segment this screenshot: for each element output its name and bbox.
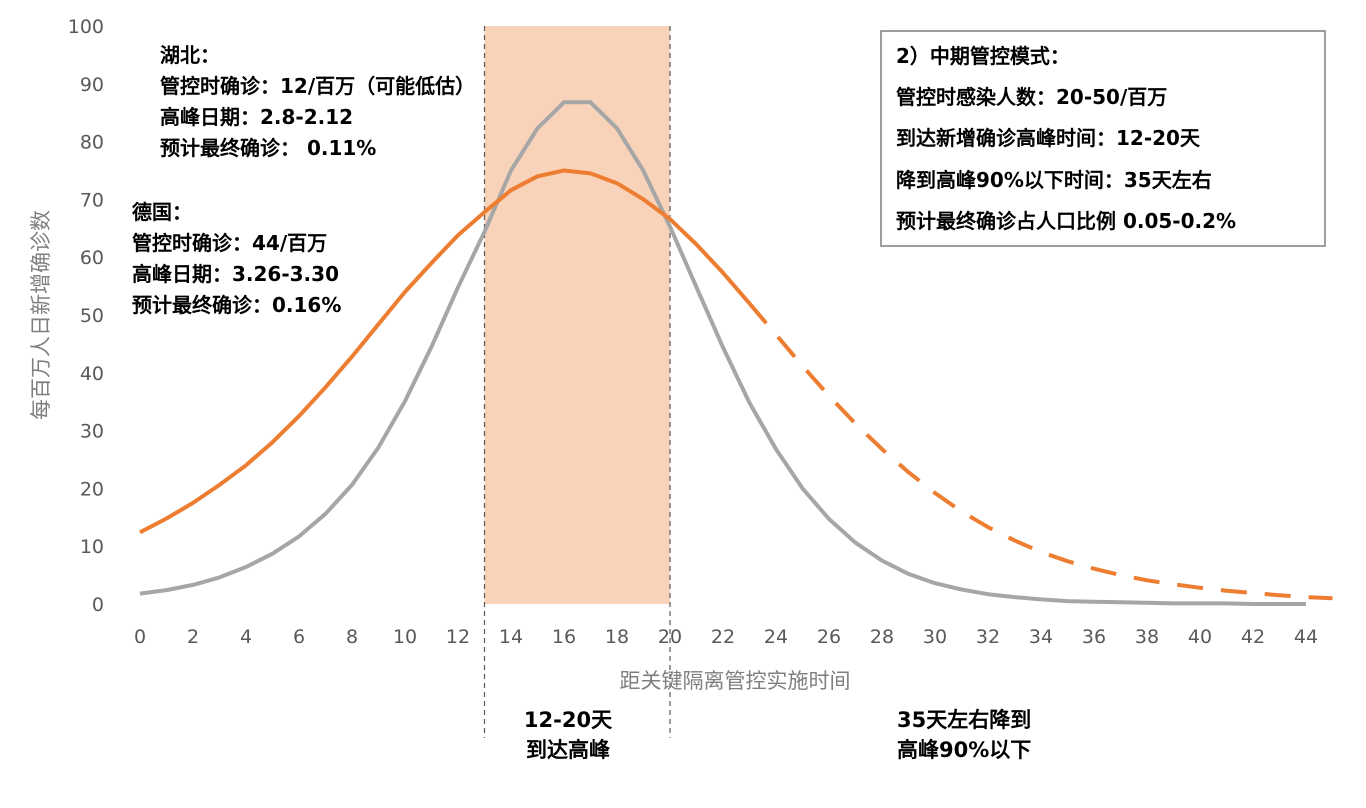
y-tick-label: 40	[80, 363, 104, 385]
x-tick-label: 2	[187, 626, 199, 648]
germany-peak-date: 高峰日期：3.26-3.30	[132, 262, 339, 286]
y-tick-label: 90	[80, 74, 104, 96]
band-note: 12-20天 到达高峰	[524, 708, 613, 762]
hubei-peak-date: 高峰日期：2.8-2.12	[160, 105, 353, 129]
germany-annotation: 德国： 管控时确诊：44/百万 高峰日期：3.26-3.30 预计最终确诊：0.…	[132, 200, 341, 317]
decline-note: 35天左右降到 高峰90%以下	[897, 708, 1031, 762]
x-tick-label: 14	[499, 626, 523, 648]
y-tick-label: 100	[68, 16, 104, 38]
x-tick-label: 32	[976, 626, 1000, 648]
band-note-days: 12-20天	[524, 708, 613, 732]
y-axis-ticks: 0 10 20 30 40 50 60 70 80 90 100	[68, 16, 104, 616]
series-line-1	[139, 168, 752, 535]
info-box-title: 2）中期管控模式：	[896, 44, 1070, 68]
x-tick-label: 20	[658, 626, 682, 648]
band-note-reach-peak: 到达高峰	[526, 738, 610, 762]
x-tick-label: 38	[1135, 626, 1159, 648]
y-tick-label: 10	[80, 536, 104, 558]
x-tick-label: 44	[1294, 626, 1318, 648]
x-tick-label: 6	[293, 626, 305, 648]
x-tick-label: 4	[240, 626, 252, 648]
germany-title: 德国：	[132, 200, 192, 224]
y-tick-label: 60	[80, 247, 104, 269]
x-tick-label: 36	[1082, 626, 1106, 648]
germany-confirmed-at-control: 管控时确诊：44/百万	[132, 231, 327, 255]
series-layer	[139, 100, 1333, 606]
x-tick-label: 30	[923, 626, 947, 648]
x-tick-label: 28	[870, 626, 894, 648]
x-tick-label: 26	[817, 626, 841, 648]
hubei-confirmed-at-control: 管控时确诊：12/百万（可能低估）	[160, 74, 475, 98]
y-tick-label: 20	[80, 478, 104, 500]
hubei-annotation: 湖北： 管控时确诊：12/百万（可能低估） 高峰日期：2.8-2.12 预计最终…	[160, 43, 475, 160]
hubei-final-estimate: 预计最终确诊： 0.11%	[160, 136, 376, 160]
series-line-2	[747, 302, 1333, 601]
decline-note-days: 35天左右降到	[897, 708, 1031, 732]
x-tick-label: 22	[711, 626, 735, 648]
x-tick-label: 34	[1029, 626, 1053, 648]
x-tick-label: 0	[134, 626, 146, 648]
info-box-frame	[880, 30, 1326, 247]
x-axis-ticks: 0 2 4 6 8 10 12 14 16 18 20 22 24 26 28 30 32 34 36 38 40 42 4…	[134, 626, 1318, 648]
peak-window-band	[484, 26, 670, 604]
info-box-time-below-90: 降到高峰90%以下时间：35天左右	[896, 168, 1212, 192]
decline-note-level: 高峰90%以下	[897, 738, 1031, 762]
hubei-title: 湖北：	[160, 43, 220, 67]
x-tick-label: 8	[346, 626, 358, 648]
y-tick-label: 30	[80, 421, 104, 443]
y-tick-label: 0	[92, 594, 104, 616]
y-axis-title: 每百万人日新增确诊数	[29, 210, 53, 420]
info-box-time-to-peak: 到达新增确诊高峰时间：12-20天	[896, 126, 1201, 150]
x-tick-label: 10	[393, 626, 417, 648]
control-mode-info-box: 2）中期管控模式： 管控时感染人数：20-50/百万 到达新增确诊高峰时间：12…	[880, 30, 1326, 247]
x-axis-title: 距关键隔离管控实施时间	[620, 669, 851, 693]
info-box-final-ratio: 预计最终确诊占人口比例 0.05-0.2%	[896, 209, 1236, 233]
y-tick-label: 50	[80, 305, 104, 327]
y-tick-label: 80	[80, 132, 104, 154]
x-tick-label: 40	[1188, 626, 1212, 648]
x-tick-label: 42	[1241, 626, 1265, 648]
peak-window-band-layer	[483, 26, 671, 738]
germany-final-estimate: 预计最终确诊：0.16%	[132, 293, 341, 317]
x-tick-label: 24	[764, 626, 788, 648]
x-tick-label: 18	[605, 626, 629, 648]
x-tick-label: 16	[552, 626, 576, 648]
series-line-0	[139, 100, 1306, 606]
x-tick-label: 12	[446, 626, 470, 648]
y-tick-label: 70	[80, 189, 104, 211]
info-box-infected-at-control: 管控时感染人数：20-50/百万	[896, 85, 1167, 109]
